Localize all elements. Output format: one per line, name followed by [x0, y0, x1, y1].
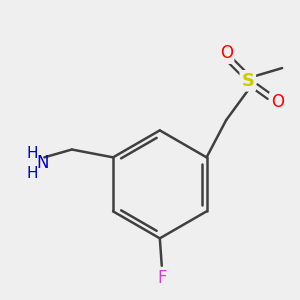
Text: N: N	[36, 154, 49, 172]
Text: F: F	[157, 268, 166, 286]
Text: S: S	[241, 72, 254, 90]
Text: O: O	[220, 44, 233, 62]
Text: O: O	[271, 93, 284, 111]
Text: H: H	[27, 146, 38, 161]
Text: H: H	[27, 166, 38, 181]
